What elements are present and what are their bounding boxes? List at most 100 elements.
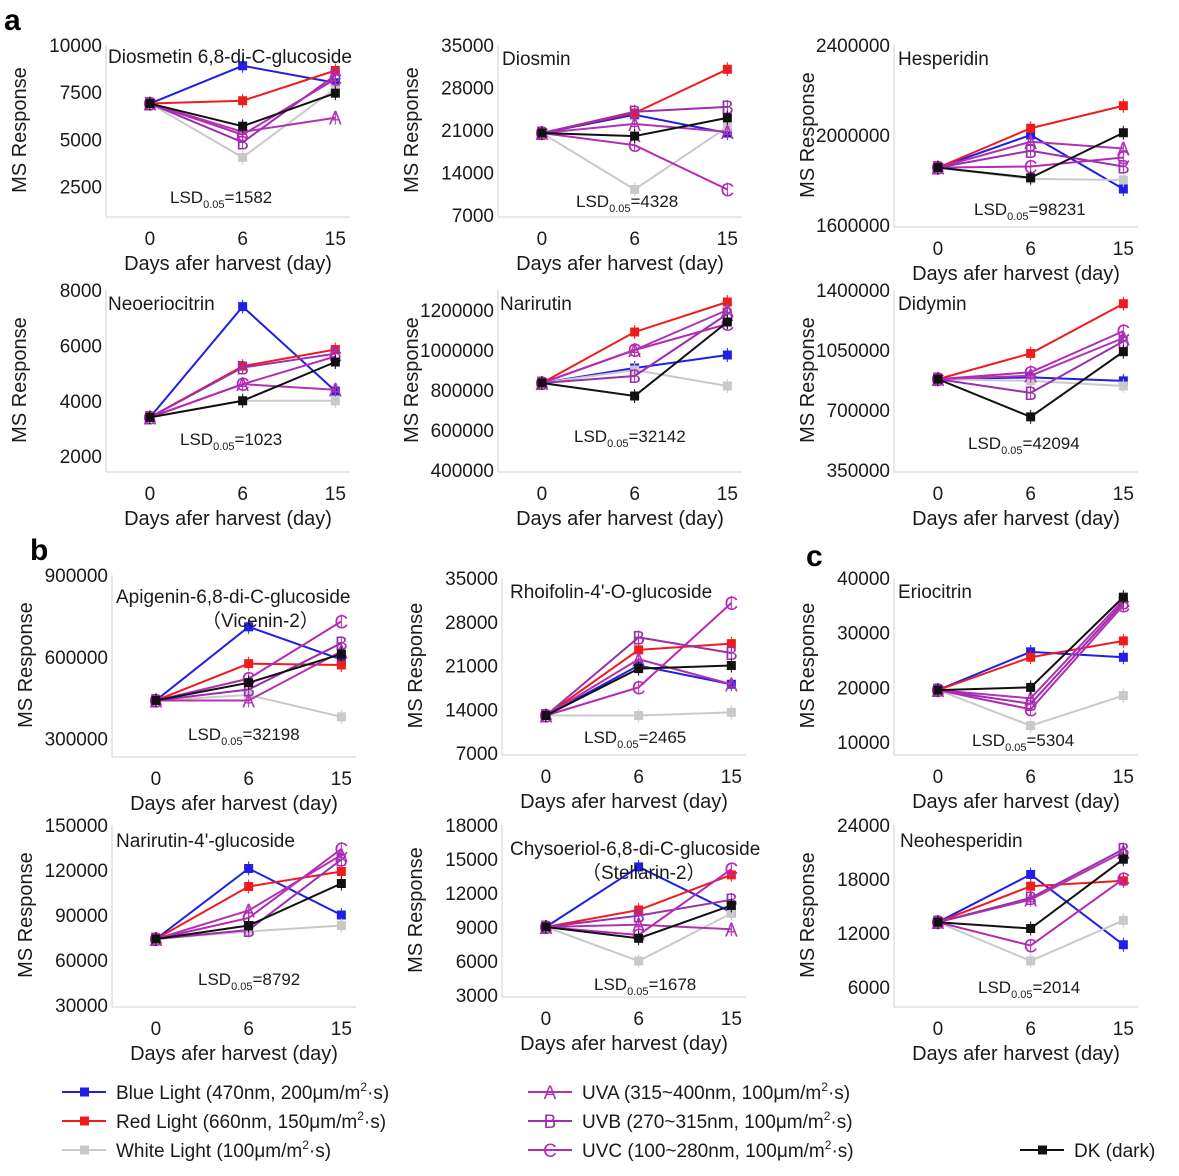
- data-point-white: [1026, 956, 1036, 966]
- lsd-label: LSD0.05=2465: [584, 728, 686, 751]
- data-point-dk: [630, 131, 640, 141]
- x-tick-label: 6: [237, 484, 248, 505]
- y-tick-label: 35000: [445, 569, 498, 590]
- data-point-white: [1118, 691, 1128, 701]
- y-axis-title: MS Response: [797, 317, 819, 443]
- legend-marker-white: [80, 1145, 89, 1155]
- data-point-white: [238, 152, 248, 162]
- lsd-value: =8792: [253, 970, 301, 989]
- y-tick-label: 150000: [45, 816, 108, 837]
- data-point-dk: [145, 412, 155, 422]
- lsd-prefix: LSD: [188, 725, 221, 744]
- y-axis-title: MS Response: [15, 852, 37, 978]
- data-point-uvb: B: [1024, 889, 1037, 910]
- data-point-blue: [634, 862, 644, 872]
- y-tick-label: 400000: [431, 461, 494, 482]
- data-point-red: [1118, 636, 1128, 646]
- data-point-dk: [634, 664, 644, 674]
- lsd-label: LSD0.05=2014: [978, 978, 1080, 1001]
- data-point-dk: [1118, 128, 1128, 138]
- y-axis-title: MS Response: [797, 603, 819, 729]
- data-point-uvc: C: [1024, 363, 1038, 384]
- chart-title: Rhoifolin-4'-O-glucoside: [510, 582, 712, 603]
- y-tick-label: 4000: [60, 392, 102, 413]
- x-tick-label: 0: [933, 767, 944, 788]
- data-point-dk: [933, 374, 943, 384]
- y-tick-label: 120000: [45, 861, 108, 882]
- y-tick-label: 6000: [456, 952, 498, 973]
- chart-12: 6000 12000 18000 24000 0 6 15 Days afer harvest…: [797, 816, 1138, 1065]
- legend-item-dk: DK (dark): [1020, 1141, 1155, 1162]
- x-tick-label: 15: [721, 767, 742, 788]
- chart-title: Neohesperidin: [900, 831, 1023, 852]
- x-tick-label: 0: [537, 229, 548, 250]
- data-point-red: [336, 867, 346, 876]
- panel-letter-b: b: [30, 534, 48, 567]
- y-axis-title: MS Response: [797, 72, 819, 198]
- lsd-prefix: LSD: [170, 188, 203, 207]
- lsd-prefix: LSD: [978, 978, 1011, 997]
- data-point-uva: A: [242, 691, 255, 712]
- data-point-uvb: B: [628, 367, 641, 388]
- lsd-value: =4328: [631, 192, 679, 211]
- y-axis-title: MS Response: [401, 67, 423, 193]
- data-point-uvc: C: [724, 860, 738, 881]
- data-point-uvb: B: [335, 851, 348, 872]
- y-tick-label: 7000: [456, 744, 498, 765]
- y-tick-label: 800000: [431, 381, 494, 402]
- y-tick-label: 900000: [45, 566, 108, 587]
- x-axis-title: Days afer harvest (day): [130, 1043, 338, 1065]
- legend-marker-dk: [1038, 1145, 1047, 1155]
- chart-4: 2000 4000 6000 8000 0 6 15 Days afer harvest (d…: [9, 281, 350, 530]
- data-point-red: [1026, 123, 1036, 133]
- series-dk: [933, 344, 1128, 424]
- legend-label-uva: UVA (315~400nm, 100μm/m2·s): [582, 1080, 850, 1104]
- x-tick-label: 0: [541, 767, 552, 788]
- y-tick-label: 1200000: [420, 301, 494, 322]
- data-point-dk: [1118, 347, 1128, 357]
- y-tick-label: 1600000: [816, 216, 890, 237]
- y-tick-label: 18000: [837, 870, 890, 891]
- data-point-uvb: B: [1024, 384, 1037, 405]
- x-tick-label: 15: [1113, 767, 1134, 788]
- panel-letter-a: a: [4, 4, 21, 37]
- chart-title: Diosmetin 6,8-di-C-glucoside: [108, 47, 352, 68]
- data-point-uvc: C: [720, 181, 734, 202]
- y-axis-title: MS Response: [9, 317, 31, 443]
- x-tick-label: 0: [145, 229, 156, 250]
- lsd-label: LSD0.05=1582: [170, 188, 272, 211]
- charts-group: 2500 5000 7500 10000 0 6 15 Days afer harvest (…: [9, 36, 1138, 1065]
- legend-label-text: Red Light (660nm, 150μm/m: [116, 1112, 357, 1133]
- legend-label-sup: 2: [302, 1138, 309, 1152]
- lsd-prefix: LSD: [974, 200, 1007, 219]
- x-axis-title: Days afer harvest (day): [124, 253, 332, 275]
- x-tick-label: 6: [243, 1019, 254, 1040]
- x-tick-label: 0: [537, 484, 548, 505]
- lsd-label: LSD0.05=98231: [974, 200, 1086, 223]
- y-tick-label: 1400000: [816, 281, 890, 302]
- y-tick-label: 300000: [45, 730, 108, 751]
- x-tick-label: 0: [145, 484, 156, 505]
- legend-label-text: DK (dark): [1074, 1141, 1155, 1162]
- y-axis-title: MS Response: [405, 847, 427, 973]
- lsd-value: =5304: [1027, 731, 1075, 750]
- chart-6: 350000 700000 1050000 1400000 0 6 15 Days afer …: [797, 281, 1138, 530]
- data-point-dk: [933, 917, 943, 927]
- x-tick-label: 6: [1025, 767, 1036, 788]
- y-tick-label: 30000: [55, 996, 108, 1017]
- lsd-label: LSD0.05=32198: [188, 725, 300, 748]
- legend-label-text: Blue Light (470nm, 200μm/m: [116, 1083, 360, 1104]
- x-axis-title: Days afer harvest (day): [912, 263, 1120, 285]
- data-point-dk: [630, 391, 640, 401]
- legend-item-uva: A UVA (315~400nm, 100μm/m2·s): [528, 1080, 850, 1104]
- y-tick-label: 15000: [445, 850, 498, 871]
- data-point-uvc: C: [628, 136, 642, 157]
- data-point-dk: [244, 921, 254, 930]
- y-tick-label: 20000: [837, 678, 890, 699]
- y-tick-label: 3000: [456, 986, 498, 1007]
- data-point-uvb: B: [1117, 158, 1130, 179]
- x-tick-label: 6: [243, 769, 254, 790]
- chart-title: Hesperidin: [898, 49, 989, 70]
- data-point-uvb: B: [725, 644, 738, 665]
